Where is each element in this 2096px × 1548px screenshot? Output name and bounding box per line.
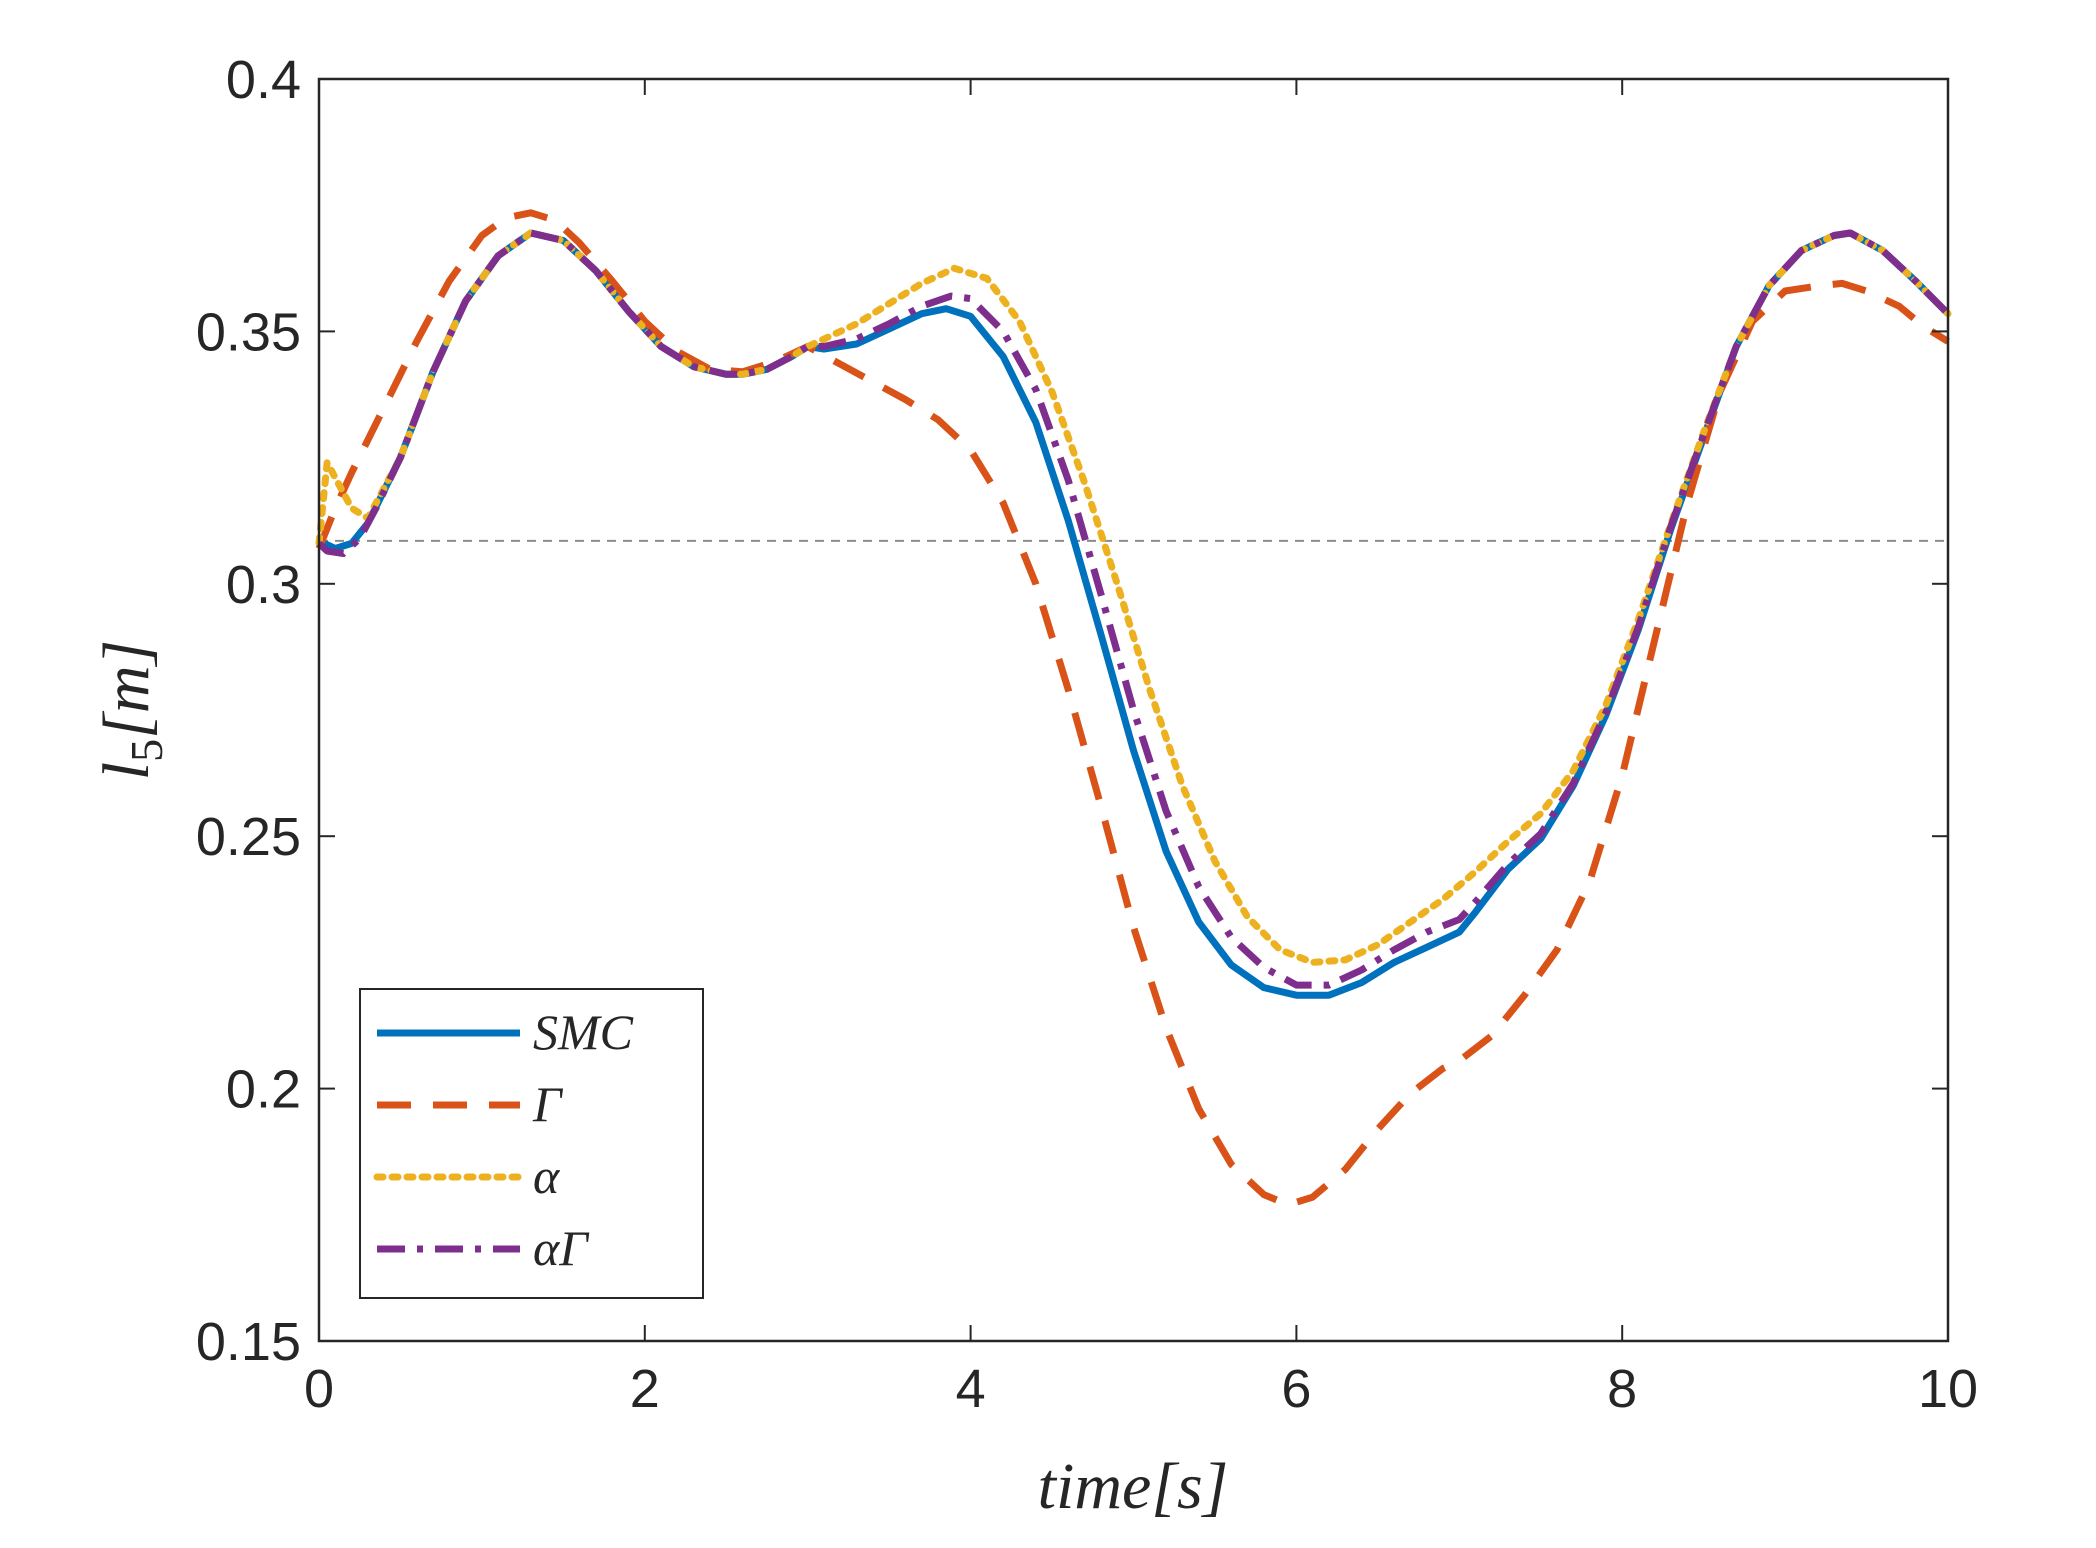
x-tick-label: 10: [1918, 1359, 1978, 1419]
y-tick-label: 0.2: [226, 1060, 301, 1120]
y-axis-label: l5[m]: [90, 640, 172, 780]
series-layer: [315, 209, 1952, 1209]
legend: SMC Γα αΓ: [359, 988, 704, 1299]
legend-label-0: SMC: [533, 1004, 634, 1060]
x-axis-label: time[s]: [1038, 1450, 1229, 1523]
legend-label-3: αΓ: [533, 1220, 590, 1276]
y-tick-label: 0.4: [226, 50, 301, 110]
y-tick-label: 0.25: [196, 807, 301, 867]
y-axis-label-main: l: [90, 762, 163, 780]
x-tick-label: 0: [304, 1359, 334, 1419]
x-tick-label: 2: [630, 1359, 660, 1419]
series-line-3: [316, 229, 1951, 989]
y-tick-label: 0.15: [196, 1312, 301, 1372]
legend-entries: SMC Γα αΓ: [373, 1004, 634, 1276]
y-tick-label: 0.35: [196, 302, 301, 362]
y-axis-label-unit: [m]: [90, 640, 163, 739]
tick-layer: 0 2 4 6 8 10 0.15 0.2 0.25 0.3 0.35 0.4: [196, 50, 1978, 1419]
axes-box: [317, 77, 1950, 1343]
x-tick-label: 4: [956, 1359, 986, 1419]
y-axis-label-subscript: 5: [121, 739, 172, 762]
x-tick-label: 6: [1281, 1359, 1311, 1419]
x-tick-label: 8: [1607, 1359, 1637, 1419]
legend-label-1: Γ: [532, 1076, 564, 1132]
y-tick-label: 0.3: [226, 555, 301, 615]
legend-label-2: α: [533, 1148, 561, 1204]
